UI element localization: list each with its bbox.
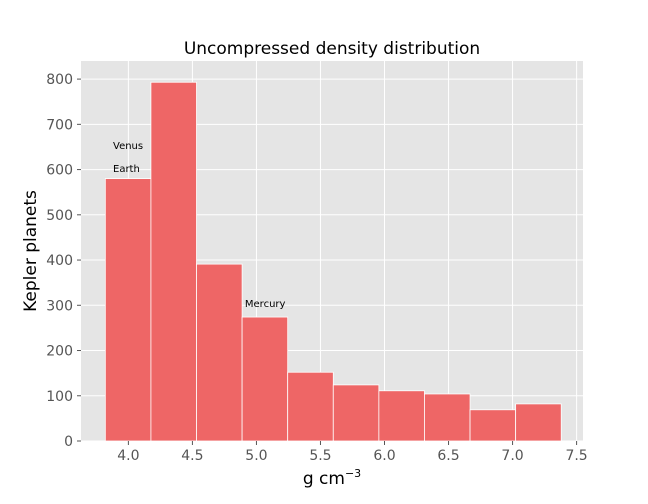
y-tick-label: 700	[46, 117, 73, 133]
x-tick-label: 6.5	[437, 448, 459, 464]
histogram-bars	[104, 81, 562, 442]
histogram-bar	[150, 81, 197, 442]
annotation-mercury: Mercury	[245, 299, 286, 310]
histogram-bar	[424, 393, 471, 442]
y-tick-label: 0	[64, 434, 73, 450]
histogram-bar	[378, 390, 425, 442]
y-tick-label: 500	[46, 208, 73, 224]
x-tick-label: 7.0	[501, 448, 523, 464]
histogram-bar	[104, 178, 152, 442]
x-tick-label: 4.5	[181, 448, 203, 464]
histogram-bar	[332, 384, 380, 442]
annotation-earth: Earth	[113, 164, 140, 175]
x-tick-label: 5.0	[245, 448, 267, 464]
y-tick-label: 200	[46, 344, 73, 360]
x-tick-label: 4.0	[117, 448, 139, 464]
x-axis-ticks: 4.0 4.5 5.0 5.5 6.0 6.5 7.0 7.5	[117, 441, 588, 464]
histogram-bar	[287, 371, 334, 442]
annotation-venus: Venus	[113, 141, 143, 152]
histogram-bar	[196, 263, 243, 442]
y-axis-ticks: 0 100 200 300 400 500 600 700 800	[46, 72, 81, 450]
histogram-bar	[241, 316, 289, 442]
y-tick-label: 400	[46, 253, 73, 269]
y-tick-label: 300	[46, 298, 73, 314]
y-tick-label: 600	[46, 163, 73, 179]
y-axis-label: Kepler planets	[21, 190, 41, 312]
chart-title: Uncompressed density distribution	[184, 39, 480, 59]
x-axis-label-base: g cm	[303, 469, 345, 489]
x-tick-label: 6.0	[373, 448, 395, 464]
x-axis-label-exponent: −3	[345, 467, 361, 480]
x-tick-label: 5.5	[309, 448, 331, 464]
y-tick-label: 100	[46, 389, 73, 405]
histogram-bar	[515, 403, 562, 442]
y-tick-label: 800	[46, 72, 73, 88]
planet-annotations: Venus Earth Mercury	[113, 141, 286, 310]
x-axis-label: g cm−3	[303, 467, 361, 489]
histogram-bar	[469, 409, 517, 442]
x-tick-label: 7.5	[565, 448, 587, 464]
